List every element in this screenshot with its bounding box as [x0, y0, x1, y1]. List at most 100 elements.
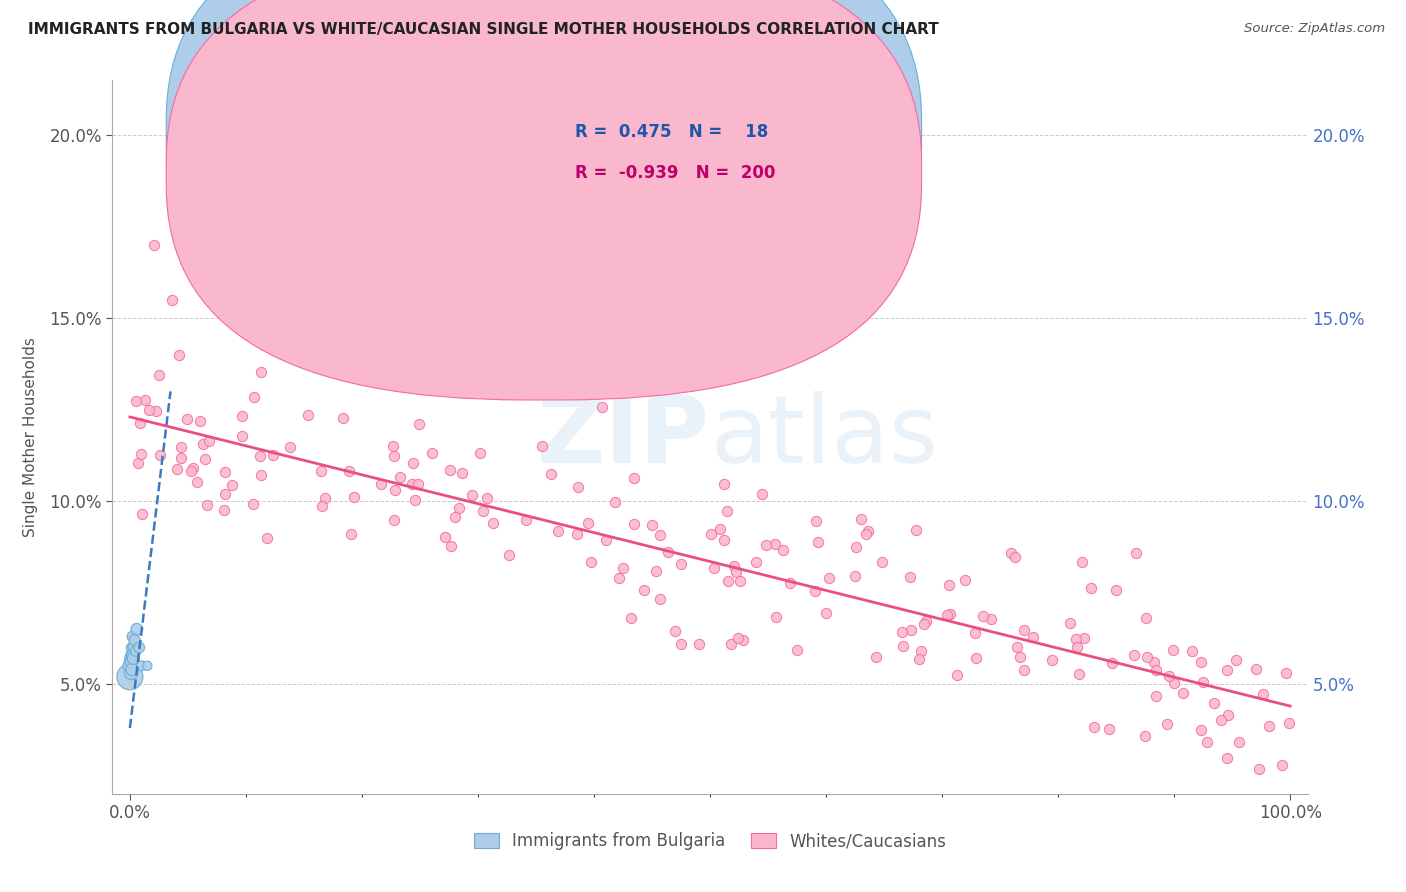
Point	[581, 555, 603, 569]
Point	[401, 456, 423, 470]
Point	[865, 650, 887, 665]
Point	[1101, 656, 1123, 670]
Point	[481, 516, 503, 530]
Point	[475, 491, 498, 505]
Point	[591, 400, 613, 414]
Point	[1156, 717, 1178, 731]
Point	[540, 467, 562, 482]
Point	[382, 512, 405, 526]
Point	[188, 414, 211, 428]
Point	[447, 501, 470, 516]
Point	[498, 548, 520, 562]
Point	[724, 565, 747, 579]
Point	[938, 578, 960, 592]
Point	[1014, 623, 1036, 637]
Point	[1144, 663, 1167, 677]
Point	[167, 348, 190, 362]
Point	[370, 476, 392, 491]
Point	[607, 571, 630, 585]
Point	[1249, 762, 1271, 776]
Point	[751, 487, 773, 501]
Point	[231, 409, 253, 423]
Point	[1257, 718, 1279, 732]
Point	[1227, 735, 1250, 749]
FancyBboxPatch shape	[166, 0, 921, 359]
Point	[176, 412, 198, 426]
Point	[118, 651, 141, 665]
FancyBboxPatch shape	[166, 0, 921, 400]
Point	[1173, 686, 1195, 700]
Point	[138, 402, 160, 417]
Point	[145, 403, 167, 417]
Point	[1144, 689, 1167, 703]
Point	[648, 591, 671, 606]
Point	[1161, 643, 1184, 657]
Point	[900, 570, 922, 584]
Point	[595, 533, 617, 548]
Point	[181, 460, 204, 475]
Point	[530, 439, 553, 453]
Point	[669, 637, 692, 651]
Point	[221, 478, 243, 492]
Point	[935, 607, 957, 622]
Point	[180, 464, 202, 478]
Text: IMMIGRANTS FROM BULGARIA VS WHITE/CAUCASIAN SINGLE MOTHER HOUSEHOLDS CORRELATION: IMMIGRANTS FROM BULGARIA VS WHITE/CAUCAS…	[28, 22, 939, 37]
Point	[900, 623, 922, 637]
Point	[703, 561, 725, 575]
Point	[408, 417, 430, 431]
Point	[612, 561, 634, 575]
Point	[249, 365, 271, 379]
Point	[381, 439, 404, 453]
Point	[688, 637, 710, 651]
Point	[131, 658, 153, 673]
Point	[1000, 546, 1022, 560]
Point	[972, 609, 994, 624]
Point	[1010, 649, 1032, 664]
Point	[849, 512, 872, 526]
Point	[186, 475, 208, 489]
Point	[136, 658, 159, 673]
Point	[297, 408, 319, 422]
Point	[763, 537, 786, 551]
Point	[134, 393, 156, 408]
Point	[623, 471, 645, 485]
Point	[120, 648, 142, 662]
Point	[125, 393, 148, 408]
Text: atlas: atlas	[710, 391, 938, 483]
Point	[1271, 758, 1294, 772]
Point	[1143, 656, 1166, 670]
Point	[870, 555, 893, 569]
Point	[314, 491, 336, 505]
Point	[904, 523, 927, 537]
Point	[713, 533, 735, 548]
Point	[1125, 546, 1147, 560]
Point	[623, 516, 645, 531]
Point	[745, 555, 768, 569]
Point	[1022, 630, 1045, 644]
Point	[1274, 665, 1296, 680]
Point	[1191, 674, 1213, 689]
Point	[214, 487, 236, 501]
Point	[1064, 632, 1087, 647]
Point	[1080, 581, 1102, 595]
Point	[128, 640, 150, 655]
Point	[1197, 735, 1219, 749]
Point	[515, 513, 537, 527]
Point	[815, 607, 838, 621]
Point	[804, 514, 827, 528]
Point	[980, 612, 1002, 626]
Point	[1216, 663, 1239, 677]
Point	[709, 522, 731, 536]
Point	[939, 607, 962, 622]
Point	[1073, 631, 1095, 645]
Point	[755, 537, 778, 551]
Point	[1004, 549, 1026, 564]
Point	[720, 636, 742, 650]
Point	[127, 456, 149, 470]
Point	[264, 329, 287, 343]
Point	[256, 531, 278, 545]
Point	[143, 238, 166, 252]
Point	[470, 446, 492, 460]
Point	[893, 639, 915, 653]
Point	[717, 574, 740, 589]
